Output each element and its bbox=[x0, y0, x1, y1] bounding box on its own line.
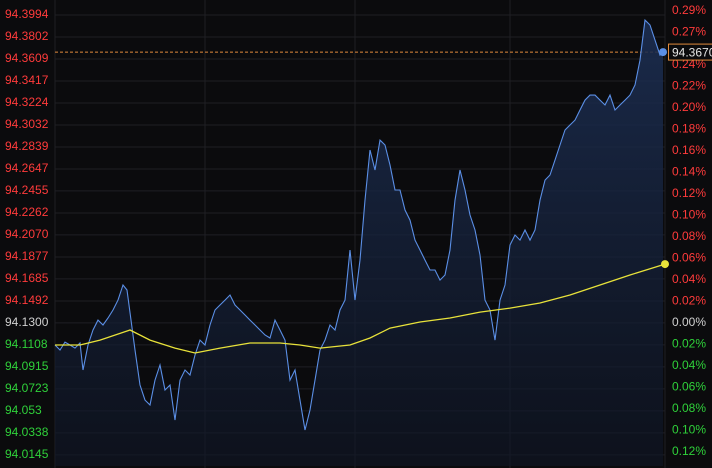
y2-tick-label: 0.29% bbox=[672, 3, 706, 17]
y-tick-label: 94.3994 bbox=[5, 7, 49, 21]
y-tick-label: 94.3224 bbox=[5, 95, 49, 109]
y-tick-label: 94.0915 bbox=[5, 359, 49, 373]
y2-tick-label: 0.12% bbox=[672, 186, 706, 200]
area bbox=[55, 20, 663, 466]
y-tick-label: 94.3032 bbox=[5, 117, 49, 131]
y2-tick-label: 0.04% bbox=[672, 272, 706, 286]
y2-tick-label: 0.06% bbox=[672, 380, 706, 394]
y2-tick-label: 0.02% bbox=[672, 294, 706, 308]
y2-tick-label: 0.16% bbox=[672, 143, 706, 157]
y2-tick-label: 0.02% bbox=[672, 337, 706, 351]
line-0 bbox=[54, 18, 664, 431]
y-tick-label: 94.1108 bbox=[5, 337, 48, 351]
y-tick-label: 94.1300 bbox=[5, 315, 49, 329]
y-tick-label: 94.1492 bbox=[5, 293, 49, 307]
line-1 bbox=[55, 263, 666, 354]
y2-tick-label: 0.20% bbox=[672, 100, 706, 114]
y2-tick-label: 0.10% bbox=[672, 423, 706, 437]
y-tick-label: 94.0723 bbox=[5, 381, 49, 395]
y-tick-label: 94.2455 bbox=[5, 183, 49, 197]
y2-tick-label: 0.12% bbox=[672, 444, 706, 458]
y-tick-label: 94.0145 bbox=[5, 447, 49, 461]
y-tick-label: 94.2647 bbox=[5, 161, 49, 175]
y2-tick-label: 0.18% bbox=[672, 122, 706, 136]
last-price-label: 94.3670 bbox=[672, 45, 712, 59]
y-tick-label: 94.1877 bbox=[5, 249, 49, 263]
y-tick-label: 94.2262 bbox=[5, 205, 49, 219]
y-tick-label: 94.3609 bbox=[5, 51, 49, 65]
y2-tick-label: 0.08% bbox=[672, 229, 706, 243]
y2-tick-label: 0.04% bbox=[672, 358, 706, 372]
y-tick-label: 94.053 bbox=[5, 403, 42, 417]
y-tick-label: 94.3802 bbox=[5, 29, 49, 43]
y-tick-label: 94.0338 bbox=[5, 425, 49, 439]
y-tick-label: 94.2839 bbox=[5, 139, 49, 153]
y2-tick-label: 0.06% bbox=[672, 251, 706, 265]
last-price-box bbox=[668, 43, 712, 61]
y2-tick-label: 0.14% bbox=[672, 165, 706, 179]
end-dot bbox=[661, 260, 669, 269]
end-dot bbox=[659, 48, 667, 57]
y-tick-label: 94.3417 bbox=[5, 73, 49, 87]
y2-tick-label: 0.10% bbox=[672, 208, 706, 222]
y2-tick-label: 0.22% bbox=[672, 78, 706, 92]
y-tick-label: 94.1685 bbox=[5, 271, 49, 285]
y2-tick-label: 0.27% bbox=[672, 25, 706, 39]
y2-tick-label: 0.08% bbox=[672, 401, 706, 415]
y2-tick-label: 0.00% bbox=[672, 315, 706, 329]
y-tick-label: 94.2070 bbox=[5, 227, 49, 241]
